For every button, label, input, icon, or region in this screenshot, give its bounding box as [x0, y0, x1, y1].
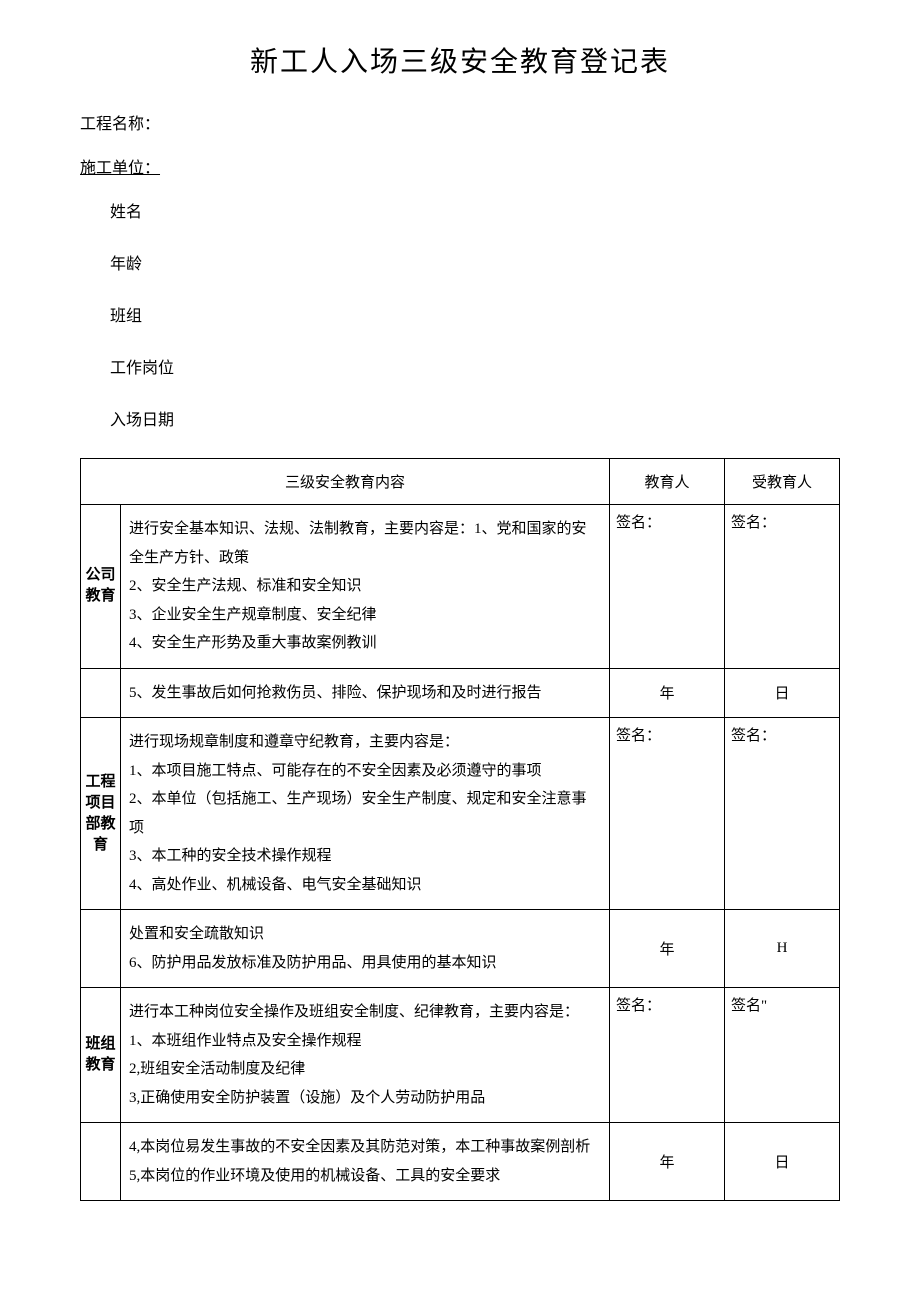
company-label: 公司教育: [81, 505, 121, 669]
sign-label: 签名：: [731, 511, 833, 532]
company-content-bottom: 5、发生事故后如何抢救伤员、排险、保护现场和及时进行报告: [121, 668, 610, 718]
company-educator-sign: 签名：: [610, 505, 725, 669]
project-row-1: 工程项目部教育 进行现场规章制度和遵章守纪教育，主要内容是： 1、本项目施工特点…: [81, 718, 840, 910]
educator-header: 教育人: [610, 459, 725, 505]
company-date-day: 日: [725, 668, 840, 718]
project-educator-sign: 签名：: [610, 718, 725, 910]
project-name-field: 工程名称：: [80, 110, 840, 134]
sign-label: 签名：: [616, 724, 718, 745]
content-header: 三级安全教育内容: [81, 459, 610, 505]
team-trainee-sign: 签名": [725, 988, 840, 1123]
construction-unit-field: 施工单位：: [80, 154, 840, 178]
entry-date-field: 入场日期: [110, 406, 840, 430]
age-field: 年龄: [110, 250, 840, 274]
trainee-header: 受教育人: [725, 459, 840, 505]
company-date-year: 年: [610, 668, 725, 718]
project-content-bottom: 处置和安全疏散知识 6、防护用品发放标准及防护用品、用具使用的基本知识: [121, 910, 610, 988]
project-content-top: 进行现场规章制度和遵章守纪教育，主要内容是： 1、本项目施工特点、可能存在的不安…: [121, 718, 610, 910]
project-label: 工程项目部教育: [81, 718, 121, 910]
team-row-1: 班组教育 进行本工种岗位安全操作及班组安全制度、纪律教育，主要内容是： 1、本班…: [81, 988, 840, 1123]
team-date-year: 年: [610, 1123, 725, 1201]
name-field: 姓名: [110, 198, 840, 222]
company-content-top: 进行安全基本知识、法规、法制教育，主要内容是：1、党和国家的安全生产方针、政策 …: [121, 505, 610, 669]
sign-label: 签名：: [616, 511, 718, 532]
sign-label: 签名：: [731, 724, 833, 745]
company-row-1: 公司教育 进行安全基本知识、法规、法制教育，主要内容是：1、党和国家的安全生产方…: [81, 505, 840, 669]
document-title: 新工人入场三级安全教育登记表: [80, 40, 840, 80]
team-educator-sign: 签名：: [610, 988, 725, 1123]
table-header-row: 三级安全教育内容 教育人 受教育人: [81, 459, 840, 505]
sign-label: 签名": [731, 994, 833, 1015]
team-content-bottom: 4,本岗位易发生事故的不安全因素及其防范对策，本工种事故案例剖析 5,本岗位的作…: [121, 1123, 610, 1201]
education-table: 三级安全教育内容 教育人 受教育人 公司教育 进行安全基本知识、法规、法制教育，…: [80, 458, 840, 1201]
project-trainee-sign: 签名：: [725, 718, 840, 910]
project-date-year: 年: [610, 910, 725, 988]
sign-label: 签名：: [616, 994, 718, 1015]
team-content-top: 进行本工种岗位安全操作及班组安全制度、纪律教育，主要内容是： 1、本班组作业特点…: [121, 988, 610, 1123]
team-field: 班组: [110, 302, 840, 326]
team-label: 班组教育: [81, 988, 121, 1123]
project-date-day: H: [725, 910, 840, 988]
company-trainee-sign: 签名：: [725, 505, 840, 669]
team-date-day: 日: [725, 1123, 840, 1201]
position-field: 工作岗位: [110, 354, 840, 378]
